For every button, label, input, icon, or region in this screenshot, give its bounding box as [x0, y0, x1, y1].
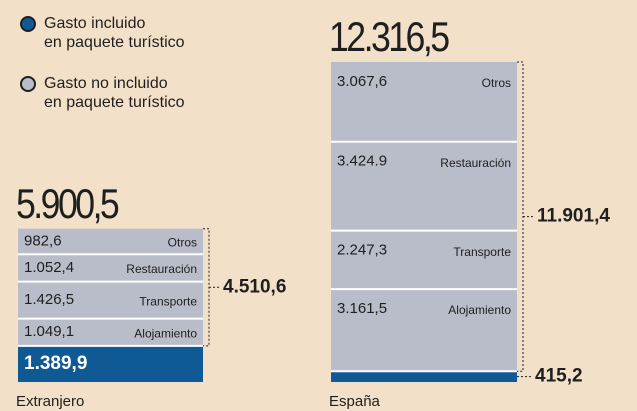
- bracket: [203, 228, 219, 347]
- value-label: 3.161,5: [337, 300, 387, 317]
- legend-swatch: [20, 16, 36, 32]
- subtotal-label: 4.510,6: [223, 276, 286, 297]
- bar-segment: [18, 228, 203, 255]
- value-label: 3.067,6: [337, 73, 387, 90]
- segment-name: Restauración: [440, 156, 511, 170]
- value-label: 1.426,5: [24, 291, 74, 308]
- bar-segment: [331, 289, 517, 372]
- category-label: España: [329, 393, 381, 410]
- legend-label: Gasto no incluido en paquete turístico: [44, 75, 185, 111]
- value-label: 2.247,3: [337, 242, 387, 259]
- value-label: 1.049,1: [24, 323, 74, 340]
- bar-segment: [331, 62, 517, 142]
- bar-segment: [331, 141, 517, 231]
- segment-name: Transporte: [453, 245, 511, 259]
- total-label: 12.316,5: [329, 14, 449, 60]
- bar-segment: [18, 318, 203, 346]
- segment-name: Alojamiento: [448, 303, 511, 317]
- legend-swatch: [20, 76, 36, 92]
- total-label: 5.900,5: [16, 181, 119, 227]
- bar-segment: [18, 345, 203, 382]
- value-label: 415,2: [535, 366, 583, 387]
- bar-segment: [18, 254, 203, 282]
- segment-name: Transporte: [139, 294, 197, 308]
- segment-name: Restauración: [126, 262, 197, 276]
- segment-name: Alojamiento: [134, 326, 197, 340]
- legend-label: Gasto incluido en paquete turístico: [44, 15, 185, 51]
- value-label: 1.052,4: [24, 259, 74, 276]
- segment-name: Otros: [482, 76, 511, 90]
- bar-segment: [331, 371, 517, 382]
- bar-segment: [18, 281, 203, 319]
- value-label: 982,6: [24, 232, 62, 249]
- bracket: [517, 61, 533, 372]
- subtotal-label: 11.901,4: [537, 206, 610, 227]
- value-label: 1.389,9: [24, 353, 87, 374]
- bar-segment: [331, 230, 517, 290]
- value-label: 3.424.9: [337, 153, 387, 170]
- legend-item: Gasto no incluido en paquete turístico: [20, 74, 185, 112]
- category-label: Extranjero: [16, 393, 84, 410]
- segment-name: Otros: [168, 236, 197, 250]
- legend-item: Gasto incluido en paquete turístico: [20, 14, 185, 52]
